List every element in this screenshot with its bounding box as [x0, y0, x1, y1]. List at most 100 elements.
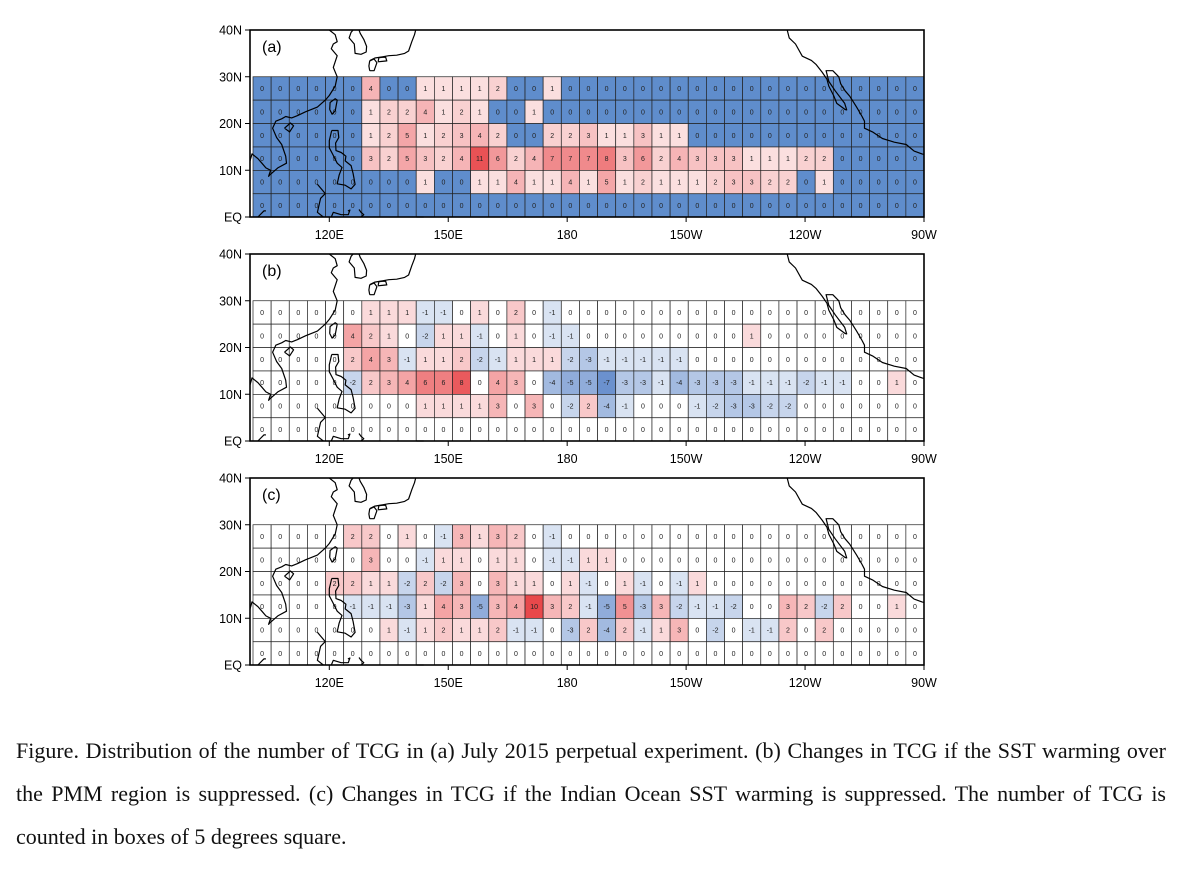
cell-value: 0	[750, 133, 754, 140]
cell-value: 8	[460, 380, 464, 387]
cell-value: 1	[369, 133, 373, 140]
cell-value: 3	[369, 156, 373, 163]
cell-value: 1	[441, 357, 445, 364]
panel-b: 0 0 0 0 0 0 1 1 1 -1 -1 0 1 0 2 0 -1 0 0 0 0 0 0 0 0 0 0 0 0 0 0 0 0 0 0 0 0…	[219, 248, 937, 467]
cell-value: 1	[532, 180, 536, 187]
cell-value: 0	[786, 557, 790, 564]
cell-value: 0	[695, 427, 699, 434]
cell-value: 0	[695, 333, 699, 340]
cell-value: 0	[260, 557, 264, 564]
cell-value: 0	[877, 156, 881, 163]
cell-value: -1	[350, 604, 356, 611]
coastlines	[249, 29, 925, 218]
cell-value: 0	[822, 310, 826, 317]
cell-value: -1	[513, 628, 519, 635]
cell-value: 4	[478, 133, 482, 140]
cell-value: 1	[478, 180, 482, 187]
cell-value: 0	[532, 86, 536, 93]
lon-label: 150W	[670, 452, 703, 466]
cell-value: 1	[478, 628, 482, 635]
cell-value: 1	[514, 581, 518, 588]
cell-value: 0	[333, 156, 337, 163]
cell-value: 0	[750, 427, 754, 434]
lon-label: 150W	[670, 676, 703, 690]
cell-value: 1	[550, 86, 554, 93]
cell-value: 2	[423, 581, 427, 588]
cell-value: 0	[460, 180, 464, 187]
cell-value: 0	[859, 581, 863, 588]
cell-value: 0	[677, 651, 681, 658]
cell-value: 0	[641, 203, 645, 210]
lon-label: 90W	[911, 228, 937, 242]
cell-value: 0	[768, 604, 772, 611]
halmahera-coast	[358, 657, 365, 666]
cell-value: 0	[786, 534, 790, 541]
cell-value: 0	[695, 109, 699, 116]
cell-value: 2	[514, 156, 518, 163]
cell-value: 0	[840, 109, 844, 116]
cell-value: 1	[695, 180, 699, 187]
cell-value: 0	[315, 357, 319, 364]
cell-value: 1	[695, 581, 699, 588]
cell-value: 0	[568, 651, 572, 658]
cell-value: 0	[750, 357, 754, 364]
cell-value: 0	[296, 651, 300, 658]
cell-value: 2	[369, 380, 373, 387]
cell-value: 0	[804, 427, 808, 434]
cell-value: 3	[460, 604, 464, 611]
cell-value: 6	[641, 156, 645, 163]
cell-value: 2	[387, 133, 391, 140]
lon-label: 120E	[315, 676, 344, 690]
cell-value: 0	[351, 404, 355, 411]
cell-value: 0	[387, 203, 391, 210]
cell-value: 0	[750, 310, 754, 317]
cell-value: 0	[732, 628, 736, 635]
cell-value: 2	[514, 310, 518, 317]
cell-value: 0	[478, 581, 482, 588]
cell-value: 0	[732, 581, 736, 588]
cell-value: 0	[315, 651, 319, 658]
cell-value: 0	[550, 651, 554, 658]
lon-label: 180	[557, 676, 578, 690]
cell-value: 0	[532, 557, 536, 564]
cell-value: 0	[732, 651, 736, 658]
cell-value: 5	[605, 180, 609, 187]
cell-value: -1	[676, 581, 682, 588]
cell-value: 2	[659, 156, 663, 163]
cell-value: 0	[822, 133, 826, 140]
cell-value: 2	[840, 604, 844, 611]
cell-value: -1	[440, 310, 446, 317]
cell-value: 0	[315, 557, 319, 564]
cell-value: 0	[605, 310, 609, 317]
cell-value: 2	[333, 581, 337, 588]
cell-value: 0	[387, 427, 391, 434]
cell-value: 1	[532, 581, 536, 588]
cell-value: 0	[840, 427, 844, 434]
cell-value: 0	[768, 534, 772, 541]
cell-value: 3	[695, 156, 699, 163]
cell-value: 0	[587, 203, 591, 210]
cell-value: 0	[713, 86, 717, 93]
cell-value: 0	[315, 534, 319, 541]
cell-value: 0	[333, 203, 337, 210]
cell-value: 0	[804, 404, 808, 411]
cell-value: 0	[877, 404, 881, 411]
cell-value: 0	[260, 310, 264, 317]
cell-value: 0	[895, 427, 899, 434]
cell-value: 5	[405, 133, 409, 140]
cell-value: 1	[623, 180, 627, 187]
cell-value: 0	[623, 86, 627, 93]
cell-value: -2	[567, 357, 573, 364]
cell-value: -1	[477, 333, 483, 340]
cell-value: 10	[530, 604, 538, 611]
cell-value: -1	[404, 357, 410, 364]
cell-value: 0	[659, 310, 663, 317]
cell-value: 0	[713, 310, 717, 317]
cell-value: 0	[514, 109, 518, 116]
cell-value: 0	[315, 427, 319, 434]
cell-value: 4	[369, 86, 373, 93]
cell-value: 0	[895, 310, 899, 317]
cell-value: -3	[694, 380, 700, 387]
cell-value: 0	[550, 109, 554, 116]
lat-label: 10N	[219, 388, 242, 402]
